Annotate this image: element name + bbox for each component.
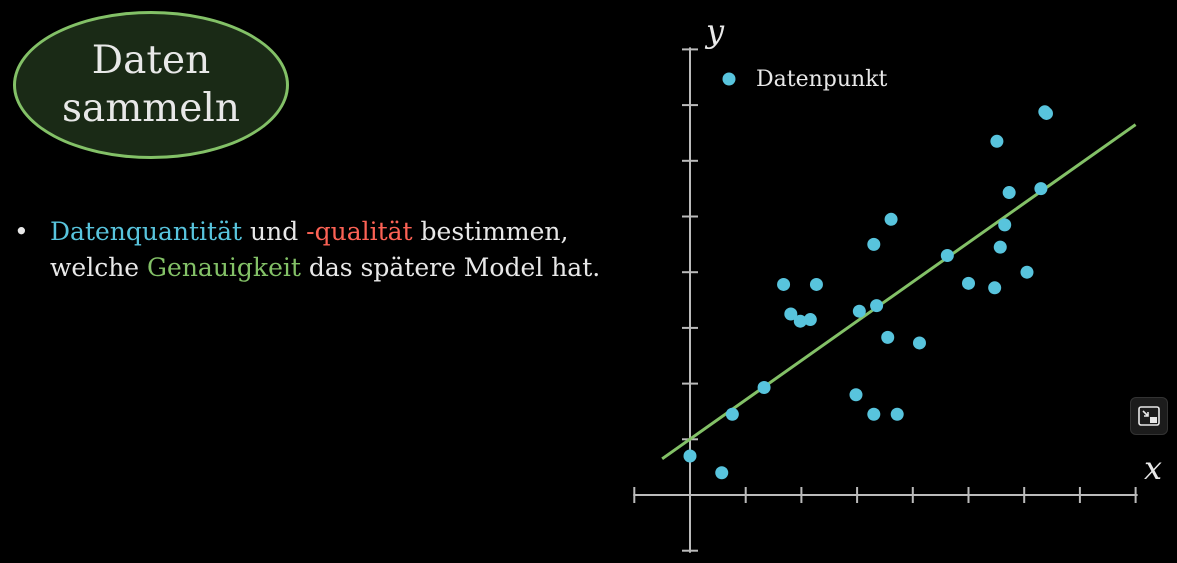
term-data-quantity: Datenquantität [50, 217, 243, 246]
data-point [940, 248, 954, 262]
data-point [777, 277, 791, 291]
title-ellipse: Daten sammeln [13, 11, 289, 159]
bullet-text-segment: bestimmen, [412, 217, 569, 246]
title-text: Daten sammeln [62, 37, 240, 133]
data-point [1002, 186, 1016, 200]
bullet-text: Datenquantität und -qualität bestimmen, … [50, 214, 600, 286]
data-point [683, 449, 697, 463]
data-point [809, 277, 823, 291]
regression-line [661, 123, 1137, 461]
data-point [998, 218, 1012, 232]
title-line-1: Daten [91, 38, 211, 83]
bullet-text-segment: und [242, 217, 307, 246]
data-point [725, 407, 739, 421]
y-axis-label: y [704, 12, 725, 50]
data-point [757, 380, 771, 394]
title-line-2: sammeln [62, 86, 240, 131]
data-point [993, 240, 1007, 254]
data-point [870, 299, 884, 313]
data-point [1020, 265, 1034, 279]
data-point [962, 276, 975, 290]
bullet-text-segment: das spätere Model hat. [300, 253, 601, 282]
data-point [784, 307, 798, 321]
x-axis-label: x [1144, 449, 1162, 487]
data-point [867, 237, 881, 251]
legend-marker [722, 72, 736, 86]
bullet-text-segment: welche [50, 253, 148, 282]
data-point [890, 407, 904, 421]
bullet-line-1: Datenquantität und -qualität bestimmen, [50, 214, 600, 250]
pip-button[interactable] [1130, 397, 1168, 435]
term-accuracy: Genauigkeit [147, 253, 301, 282]
term-data-quality: -qualität [306, 217, 413, 246]
bullet-dot-icon: • [14, 217, 29, 246]
picture-in-picture-icon [1138, 406, 1160, 426]
data-point [715, 466, 729, 480]
data-point [990, 134, 1004, 148]
data-point [884, 212, 898, 226]
data-points [683, 105, 1053, 480]
data-point [881, 330, 895, 344]
data-point [852, 304, 866, 318]
data-point [988, 281, 1002, 295]
bullet-line-2: welche Genauigkeit das spätere Model hat… [50, 250, 600, 286]
data-point [803, 313, 817, 327]
data-point [793, 314, 807, 328]
data-point [912, 336, 926, 350]
data-point [1034, 182, 1048, 196]
data-point [849, 388, 863, 402]
legend-label: Datenpunkt [756, 67, 888, 92]
data-point [1039, 106, 1053, 120]
data-point [867, 407, 881, 421]
